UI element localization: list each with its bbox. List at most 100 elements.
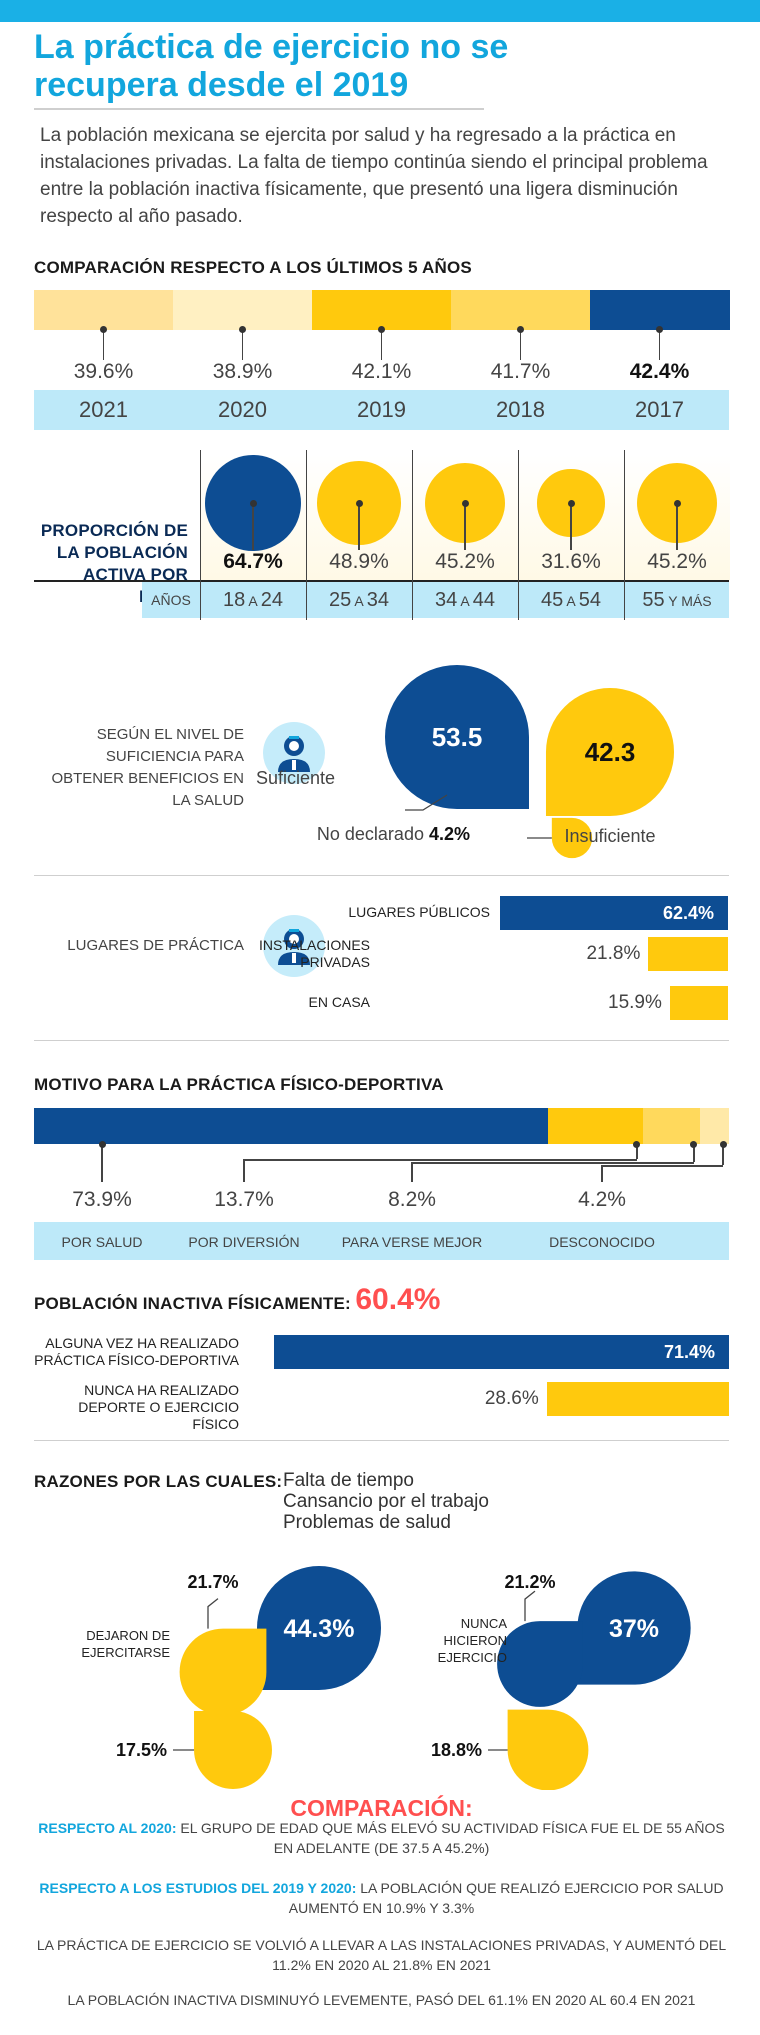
year-value-label: 42.4% [629, 360, 690, 383]
place-value-label: 15.9% [608, 992, 662, 1013]
age-pointer-dot [249, 499, 257, 507]
reason-3: Problemas de salud [283, 1512, 451, 1533]
motive-value-label: 8.2% [388, 1188, 436, 1211]
year-pointer-dot [517, 326, 524, 333]
sufficiency-svg: 53.5 42.3 [385, 665, 675, 859]
age-separator: A [457, 593, 473, 609]
motive-category-label: PARA VERSE MEJOR [341, 1234, 483, 1250]
motive-segment [699, 1108, 730, 1144]
year-label: 2019 [357, 397, 406, 422]
divider-1 [34, 875, 729, 876]
age-to: 54 [578, 589, 602, 611]
age-separator: A [245, 593, 261, 609]
inactive-label: ALGUNA VEZ HA REALIZADO PRÁCTICA FÍSICO-… [34, 1335, 239, 1368]
age-column-line [412, 450, 413, 620]
reasons-svg: 44.3% 21.7% 17.5% DEJARON DE EJERCITARSE 37% 2… [81, 1566, 691, 1791]
place-label: EN CASA [308, 994, 370, 1010]
motive-pointer [722, 1144, 724, 1165]
year-label: 2018 [496, 397, 545, 422]
motive-category-label: DESCONOCIDO [549, 1234, 655, 1250]
reason-drop-medium [497, 1621, 583, 1707]
top-accent-bar [0, 0, 760, 22]
places-chart: 62.4% LUGARES PÚBLICOS 21.8% INSTALACIONES … [259, 890, 730, 1020]
year-value-label: 42.1% [351, 360, 412, 383]
suficiente-leader [405, 794, 448, 811]
comparison-title: COMPARACIÓN: [290, 1795, 473, 1821]
age-pointer [358, 503, 360, 550]
comparison-p4: LA POBLACIÓN INACTIVA DISMINUYÓ LEVEMENT… [67, 1992, 696, 2008]
reason-drop-large [257, 1566, 381, 1690]
motive-band [34, 1222, 729, 1260]
year-pointer [102, 330, 105, 360]
reason-2: Cansancio por el trabajo [283, 1491, 489, 1512]
reason-group-label: EJERCITARSE [81, 1645, 170, 1660]
reason-group-label: EJERCICIO [438, 1650, 507, 1665]
age-category-label: 34 A 44 [412, 582, 518, 618]
drop-no-declarado [551, 817, 593, 859]
motive-pointer-dot [633, 1141, 641, 1148]
age-pointer [252, 503, 254, 550]
year-segment [34, 290, 174, 330]
age-pointer-dot [673, 499, 681, 507]
age-column-line [306, 450, 307, 620]
inactive-bar [546, 1382, 729, 1416]
reason-leader-medium [207, 1598, 219, 1629]
age-category-label: 25 A 34 [306, 582, 412, 618]
age-to: 24 [260, 589, 284, 611]
age-pointer [676, 503, 678, 550]
divider-3 [34, 1440, 729, 1441]
suficiente-label: Suficiente [255, 768, 335, 788]
age-category-label: 45 A 54 [518, 582, 624, 618]
year-pointer [241, 330, 244, 360]
comparison-p2: RESPECTO A LOS ESTUDIOS DEL 2019 Y 2020:… [39, 1880, 724, 1916]
reason-group-label: DEJARON DE [86, 1628, 170, 1643]
age-pointer-dot [461, 499, 469, 507]
motive-pointer [693, 1144, 695, 1162]
suficiente-value: 53.5 [432, 722, 483, 752]
reason-drop-small [194, 1711, 272, 1789]
place-value-label: 21.8% [586, 943, 641, 964]
places-title: LUGARES DE PRÁCTICA [67, 937, 244, 954]
motive-pointer-v [601, 1165, 603, 1182]
age-column-line [518, 450, 519, 620]
reasons-title: RAZONES POR LAS CUALES: [34, 1472, 283, 1491]
year-pointer [380, 330, 383, 360]
year-value-label: 38.9% [212, 360, 273, 383]
inactive-value-label: 28.6% [484, 1388, 539, 1409]
years-comparison-bar [34, 290, 730, 330]
age-category-label: 55 Y MÁS [624, 582, 730, 618]
insuficiente-value: 42.3 [585, 737, 636, 767]
place-label: INSTALACIONES PRIVADAS [259, 937, 370, 970]
age-pointer-dot [567, 499, 575, 507]
reason-drop-large [577, 1571, 691, 1685]
comparison-p1: RESPECTO AL 2020: EL GRUPO DE EDAD QUE M… [38, 1820, 725, 1856]
year-pointer [519, 330, 522, 360]
age-value-label: 31.6% [541, 550, 601, 573]
year-label: 2021 [79, 397, 128, 422]
year-segment [312, 290, 452, 330]
motive-pointer-h [412, 1162, 694, 1164]
year-pointer-dot [100, 326, 107, 333]
year-value-label: 41.7% [490, 360, 551, 383]
age-value-label: 45.2% [435, 550, 495, 573]
year-segment [173, 290, 313, 330]
motive-pointer-dot [719, 1141, 727, 1148]
motive-pointer-h [602, 1165, 723, 1167]
place-label: LUGARES PÚBLICOS [348, 904, 490, 920]
inactive-heading: POBLACIÓN INACTIVA FÍSICAMENTE: 60.4% [34, 1280, 734, 1320]
age-chart: 64.7% 18 A 24 48.9% 25 A 34 45.2% 34 A 44 31.6… [200, 450, 730, 620]
motive-title: MOTIVO PARA LA PRÁCTICA FÍSICO-DEPORTIVA [34, 1075, 444, 1094]
year-pointer-dot [239, 326, 246, 333]
year-segment [590, 290, 730, 330]
motive-pointer-h [244, 1159, 637, 1161]
motive-pointer-v [243, 1159, 245, 1182]
reason-value-large: 37% [609, 1615, 659, 1643]
comparison-p3: LA PRÁCTICA DE EJERCICIO SE VOLVIÓ A LLE… [36, 1937, 727, 1973]
age-separator: A [351, 593, 367, 609]
year-label: 2017 [635, 397, 684, 422]
age-baseline [34, 580, 729, 582]
motive-segment [642, 1108, 701, 1144]
year-segment [451, 290, 591, 330]
motive-pointer-dot [690, 1141, 698, 1148]
drop-insuficiente [545, 687, 675, 817]
